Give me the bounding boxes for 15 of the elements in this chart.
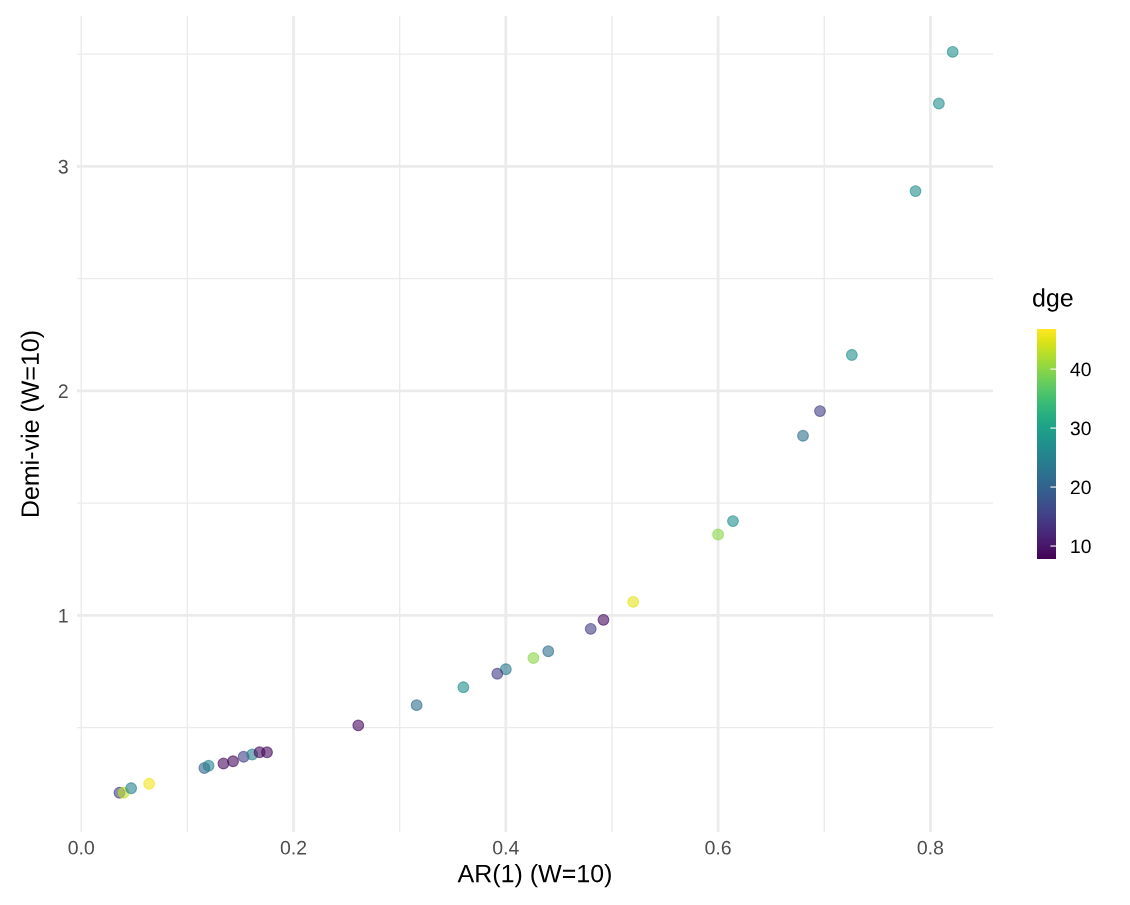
color-bar-title: dge bbox=[1033, 288, 1073, 312]
color-bar-label: 40 bbox=[1070, 362, 1091, 377]
x-tick-label: 0.6 bbox=[705, 840, 731, 855]
y-tick-label: 1 bbox=[59, 609, 68, 623]
color-bar-label: 10 bbox=[1071, 539, 1091, 554]
color-bar-label: 20 bbox=[1070, 480, 1091, 495]
y-tick-label: 3 bbox=[58, 159, 68, 174]
y-tick-label: 2 bbox=[58, 384, 68, 398]
x-tick-label: 0.0 bbox=[68, 840, 94, 855]
y-axis-title: Demi-vie (W=10) bbox=[20, 331, 44, 517]
color-bar-label: 30 bbox=[1070, 421, 1091, 436]
x-tick-label: 0.2 bbox=[280, 840, 307, 855]
x-axis-title: AR(1) (W=10) bbox=[457, 864, 611, 888]
x-tick-label: 0.8 bbox=[917, 840, 944, 855]
x-tick-label: 0.4 bbox=[493, 840, 519, 855]
